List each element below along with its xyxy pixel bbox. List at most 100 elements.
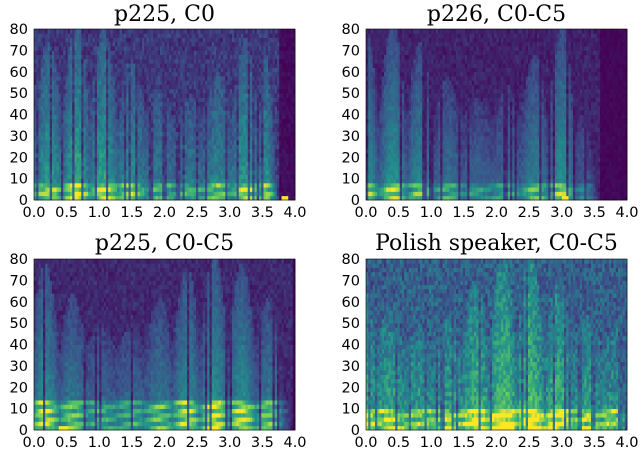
heatmap-cell xyxy=(34,131,37,137)
heatmap-cell xyxy=(58,101,62,107)
heatmap-cell xyxy=(47,157,51,162)
heatmap-cell xyxy=(115,174,118,180)
heatmap-cell xyxy=(128,187,132,192)
heatmap-cell xyxy=(121,123,125,128)
heatmap-cell xyxy=(187,58,190,64)
heatmap-cell xyxy=(130,187,134,192)
heatmap-cell xyxy=(173,178,177,184)
heatmap-cell xyxy=(54,161,57,167)
heatmap-cell xyxy=(47,46,51,51)
heatmap-cell xyxy=(191,127,195,132)
heatmap-cell xyxy=(85,157,89,162)
heatmap-cell xyxy=(76,127,80,132)
heatmap-cell xyxy=(99,63,102,68)
heatmap-cell xyxy=(155,80,159,85)
heatmap-cell xyxy=(72,174,75,180)
heatmap-cell xyxy=(47,76,51,81)
heatmap-cell xyxy=(148,174,152,180)
heatmap-cell xyxy=(121,93,125,98)
heatmap-cell xyxy=(83,157,87,162)
heatmap-cell xyxy=(137,67,141,73)
heatmap-cell xyxy=(151,157,154,162)
heatmap-cell xyxy=(85,174,89,180)
heatmap-cell xyxy=(70,174,73,180)
heatmap-cell xyxy=(117,93,120,98)
heatmap-cell xyxy=(36,170,39,175)
heatmap-cell xyxy=(184,182,188,188)
heatmap-cell xyxy=(67,29,71,34)
heatmap-cell xyxy=(45,144,48,150)
heatmap-cell xyxy=(180,88,183,94)
heatmap-cell xyxy=(133,157,136,162)
heatmap-cell xyxy=(130,101,134,107)
heatmap-cell xyxy=(157,118,161,124)
heatmap-cell xyxy=(139,152,143,158)
heatmap-cell xyxy=(148,29,152,34)
heatmap-cell xyxy=(146,50,150,56)
heatmap-cell xyxy=(63,127,66,132)
heatmap-cell xyxy=(36,187,39,192)
heatmap-cell xyxy=(180,123,183,128)
heatmap-cell xyxy=(34,182,37,188)
heatmap-cell xyxy=(142,148,145,154)
heatmap-cell xyxy=(175,174,179,180)
heatmap-cell xyxy=(175,46,179,51)
heatmap-cell xyxy=(83,46,87,51)
heatmap-cell xyxy=(142,101,145,107)
heatmap-cell xyxy=(36,148,39,154)
heatmap-cell xyxy=(119,80,123,85)
heatmap-cell xyxy=(135,123,138,128)
heatmap-cell xyxy=(171,191,174,197)
heatmap-cell xyxy=(54,54,57,60)
heatmap-cell xyxy=(103,97,107,103)
heatmap-cell xyxy=(61,170,64,175)
heatmap-cell xyxy=(162,101,165,107)
heatmap-cell xyxy=(126,80,129,85)
heatmap-cell xyxy=(142,80,145,85)
heatmap-cell xyxy=(92,97,96,103)
heatmap-cell xyxy=(184,93,188,98)
heatmap-cell xyxy=(103,58,107,64)
heatmap-cell xyxy=(171,50,174,56)
heatmap-cell xyxy=(99,195,102,201)
heatmap-cell xyxy=(74,110,78,115)
heatmap-cell xyxy=(43,80,46,85)
heatmap-cell xyxy=(121,50,125,56)
heatmap-cell xyxy=(108,110,111,115)
heatmap-cell xyxy=(81,37,84,43)
heatmap-cell xyxy=(146,46,150,51)
heatmap-cell xyxy=(56,135,60,141)
heatmap-cell xyxy=(189,140,192,145)
heatmap-cell xyxy=(117,76,120,81)
heatmap-cell xyxy=(81,187,84,192)
heatmap-cell xyxy=(126,127,129,132)
heatmap-cell xyxy=(38,118,42,124)
heatmap-cell xyxy=(157,195,161,201)
heatmap-cell xyxy=(76,76,80,81)
heatmap-cell xyxy=(142,191,145,197)
heatmap-cell xyxy=(182,127,186,132)
heatmap-cell xyxy=(61,33,64,38)
heatmap-cell xyxy=(72,105,75,111)
heatmap-cell xyxy=(74,97,78,103)
heatmap-cell xyxy=(67,131,71,137)
heatmap-cell xyxy=(187,195,190,201)
heatmap-cell xyxy=(65,97,69,103)
heatmap-cell xyxy=(103,114,107,120)
heatmap-cell xyxy=(103,178,107,184)
heatmap-cell xyxy=(52,76,55,81)
heatmap-cell xyxy=(40,54,44,60)
heatmap-cell xyxy=(112,140,116,145)
heatmap-cell xyxy=(112,97,116,103)
heatmap-cell xyxy=(58,165,62,171)
heatmap-cell xyxy=(182,118,186,124)
heatmap-cell xyxy=(110,182,114,188)
heatmap-cell xyxy=(191,37,195,43)
heatmap-cell xyxy=(70,152,73,158)
heatmap-cell xyxy=(88,101,91,107)
heatmap-cell xyxy=(101,174,105,180)
heatmap-cell xyxy=(47,67,51,73)
heatmap-cell xyxy=(112,84,116,90)
heatmap-cell xyxy=(99,118,102,124)
